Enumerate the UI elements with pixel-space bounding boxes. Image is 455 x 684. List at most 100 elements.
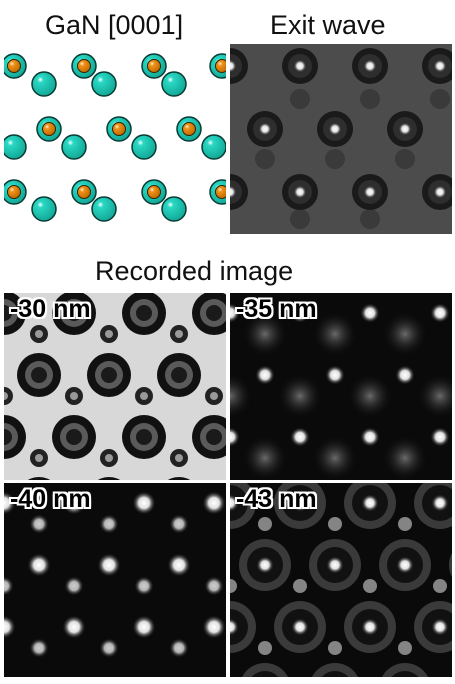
image-spot bbox=[230, 579, 237, 593]
image-spot bbox=[4, 491, 49, 534]
exit-wave-spot bbox=[282, 174, 318, 210]
ga-atom bbox=[61, 134, 87, 160]
image-spot bbox=[230, 427, 289, 480]
image-spot bbox=[4, 415, 48, 467]
image-spot bbox=[4, 293, 48, 343]
image-spot bbox=[325, 365, 394, 420]
image-spot bbox=[344, 483, 412, 531]
structure-model-drawing bbox=[4, 53, 226, 222]
image-spot bbox=[290, 427, 359, 480]
image-spot bbox=[192, 293, 226, 335]
exit-wave-spot bbox=[247, 111, 283, 147]
image-spot bbox=[414, 483, 452, 529]
exit-wave-background-patch bbox=[290, 89, 310, 109]
image-spot bbox=[430, 303, 452, 341]
defocus-label-40nm: -40 nm bbox=[10, 485, 91, 513]
ga-atom bbox=[4, 134, 27, 160]
recorded-image-35nm: -35 nm bbox=[230, 293, 452, 480]
recorded-image-43nm-drawing bbox=[230, 483, 452, 677]
image-spot bbox=[97, 553, 154, 596]
exit-wave-background-patch bbox=[325, 149, 345, 169]
exit-wave-drawing bbox=[230, 48, 452, 229]
image-spot bbox=[360, 303, 429, 358]
image-spot bbox=[4, 615, 49, 658]
image-spot bbox=[230, 372, 254, 420]
exit-wave-spot bbox=[352, 48, 388, 84]
image-spot bbox=[122, 293, 188, 343]
image-spot bbox=[344, 601, 412, 655]
image-spot bbox=[87, 353, 153, 405]
n-atom bbox=[77, 185, 91, 199]
structure-title: GaN [0001] bbox=[45, 10, 184, 40]
exit-wave-spot bbox=[230, 48, 248, 84]
exit-wave-spot bbox=[352, 174, 388, 210]
image-spot bbox=[192, 415, 226, 459]
ga-atom bbox=[91, 71, 117, 97]
image-spot bbox=[122, 415, 188, 467]
image-spot bbox=[202, 491, 226, 515]
ga-atom bbox=[201, 134, 226, 160]
n-atom bbox=[42, 122, 56, 136]
exit-wave-background-patch bbox=[360, 89, 380, 109]
defocus-label-35nm: -35 nm bbox=[236, 295, 317, 323]
image-spot bbox=[311, 663, 359, 677]
exit-wave-background-patch bbox=[430, 89, 450, 109]
image-spot bbox=[428, 293, 452, 296]
image-spot bbox=[27, 477, 51, 480]
image-spot bbox=[274, 601, 342, 655]
exit-wave-image bbox=[230, 44, 452, 234]
image-spot bbox=[230, 303, 289, 358]
image-spot bbox=[157, 353, 223, 405]
image-spot bbox=[381, 663, 429, 677]
exit-wave-spot bbox=[422, 48, 452, 84]
recorded-image-30nm-drawing bbox=[4, 293, 226, 480]
ga-atom bbox=[161, 71, 187, 97]
image-spot bbox=[62, 615, 119, 658]
image-spot bbox=[230, 483, 272, 531]
image-spot bbox=[395, 365, 452, 420]
ga-atom bbox=[161, 196, 187, 222]
image-spot bbox=[4, 576, 14, 596]
image-spot bbox=[449, 552, 452, 578]
exit-wave-spot bbox=[282, 48, 318, 84]
ga-atom bbox=[31, 71, 57, 97]
image-spot bbox=[288, 293, 312, 296]
exit-wave-background-patch bbox=[360, 209, 380, 229]
image-spot bbox=[358, 293, 382, 296]
image-spot bbox=[379, 539, 447, 593]
n-atom bbox=[147, 59, 161, 73]
image-spot bbox=[4, 387, 13, 405]
n-atom bbox=[112, 122, 126, 136]
exit-wave-title: Exit wave bbox=[270, 10, 386, 40]
recorded-image-35nm-drawing bbox=[230, 293, 452, 480]
n-atom bbox=[215, 59, 226, 73]
image-spot bbox=[451, 676, 452, 677]
image-spot bbox=[52, 415, 118, 467]
defocus-label-43nm: -43 nm bbox=[236, 485, 317, 513]
recorded-image-43nm: -43 nm bbox=[230, 483, 452, 677]
n-atom bbox=[147, 185, 161, 199]
n-atom bbox=[7, 185, 21, 199]
exit-wave-spot bbox=[317, 111, 353, 147]
image-spot bbox=[97, 477, 121, 480]
exit-wave-background-patch bbox=[395, 149, 415, 169]
image-spot bbox=[230, 293, 242, 296]
image-spot bbox=[230, 601, 272, 655]
n-atom bbox=[182, 122, 196, 136]
image-spot bbox=[414, 601, 452, 653]
image-spot bbox=[167, 477, 191, 480]
image-spot bbox=[430, 427, 452, 465]
recorded-image-40nm: -40 nm bbox=[4, 483, 226, 677]
image-spot bbox=[274, 483, 342, 531]
exit-wave-spot bbox=[230, 174, 248, 210]
exit-wave-spot bbox=[422, 174, 452, 210]
n-atom bbox=[7, 59, 21, 73]
image-spot bbox=[132, 615, 189, 658]
image-spot bbox=[52, 293, 118, 343]
image-spot bbox=[309, 539, 377, 593]
recorded-image-30nm: -30 nm bbox=[4, 293, 226, 480]
image-spot bbox=[202, 615, 226, 639]
image-spot bbox=[360, 427, 429, 480]
structure-model bbox=[4, 44, 226, 234]
defocus-label-30nm: -30 nm bbox=[10, 295, 91, 323]
